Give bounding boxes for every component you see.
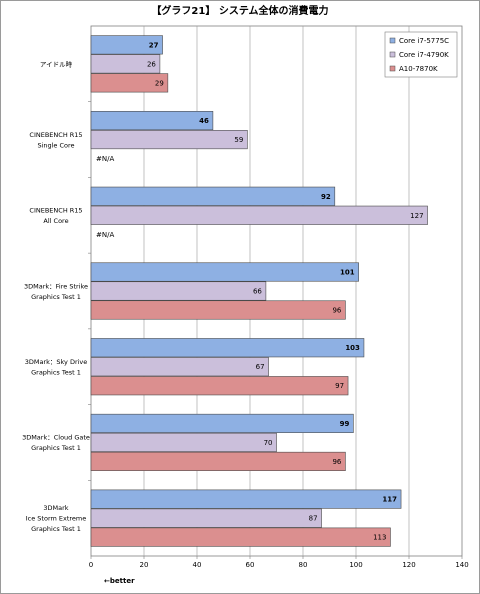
legend-label: A10-7870K <box>399 65 438 73</box>
x-tick-label: 140 <box>455 561 468 569</box>
category-labels: アイドル時 CINEBENCH R15 Single Core CINEBENCH R… <box>22 60 90 533</box>
data-label: 96 <box>332 307 341 315</box>
data-label: 113 <box>373 534 386 542</box>
data-label: 99 <box>340 420 350 428</box>
category-label: 3DMark：Cloud Gate <box>22 434 90 442</box>
data-label: 70 <box>264 439 273 447</box>
legend: Core i7-5775C Core i7-4790K A10-7870K <box>384 31 458 78</box>
bar <box>90 186 336 206</box>
x-tick-label: 0 <box>89 561 93 569</box>
data-label: 59 <box>234 136 243 144</box>
x-axis-ticks: 0 20 40 60 80 100 120 140 <box>89 556 469 569</box>
category-label: All Core <box>43 217 68 225</box>
bars: 27 26 29 46 59 #N/A 92 127 #N/A 101 66 96 103 67 97 99 7… <box>90 35 428 547</box>
legend-box <box>384 31 458 78</box>
bar <box>90 281 267 301</box>
bar <box>90 376 349 396</box>
category-label: Graphics Test 1 <box>31 444 81 452</box>
bar <box>90 489 402 509</box>
x-tick-label: 120 <box>402 561 415 569</box>
bar <box>90 508 322 528</box>
data-label: 46 <box>199 117 209 125</box>
category-label: 3DMark：Sky Drive <box>25 358 88 366</box>
category-label: Graphics Test 1 <box>31 525 81 533</box>
data-label: 96 <box>332 458 341 466</box>
data-label: 66 <box>253 288 262 296</box>
category-label: Graphics Test 1 <box>31 368 81 376</box>
category-label: アイドル時 <box>40 60 73 68</box>
chart-title: 【グラフ21】 システム全体の消費電力 <box>151 4 328 17</box>
category-label: Graphics Test 1 <box>31 293 81 301</box>
bar <box>90 54 161 74</box>
bar <box>90 262 359 282</box>
legend-swatch <box>389 37 396 44</box>
data-label: 67 <box>256 363 265 371</box>
data-label: 27 <box>149 41 159 49</box>
bar <box>90 527 391 547</box>
data-label: 127 <box>410 212 423 220</box>
x-tick-label: 60 <box>246 561 255 569</box>
missing-value-label: #N/A <box>96 155 114 163</box>
x-tick-label: 80 <box>299 561 308 569</box>
category-label: 3DMark <box>43 504 68 512</box>
data-label: 87 <box>309 515 318 523</box>
legend-label: Core i7-4790K <box>399 51 449 59</box>
data-label: 26 <box>147 60 156 68</box>
bar <box>90 205 428 225</box>
legend-label: Core i7-5775C <box>399 37 449 45</box>
missing-value-label: #N/A <box>96 231 114 239</box>
category-label: Single Core <box>37 141 74 149</box>
bar <box>90 451 346 471</box>
data-label: 117 <box>382 496 397 504</box>
data-label: 97 <box>335 382 344 390</box>
data-label: 101 <box>340 269 355 277</box>
legend-swatch <box>389 65 396 72</box>
legend-swatch <box>389 51 396 58</box>
data-label: 29 <box>155 79 164 87</box>
bar <box>90 73 169 93</box>
category-label: Ice Storm Extreme <box>26 515 87 523</box>
category-label: CINEBENCH R15 <box>29 207 82 215</box>
x-tick-label: 20 <box>140 561 149 569</box>
bar <box>90 111 214 131</box>
bar <box>90 300 346 320</box>
bar <box>90 432 277 452</box>
bar <box>90 130 248 150</box>
bar <box>90 35 163 55</box>
x-tick-label: 100 <box>349 561 362 569</box>
better-note: ←better <box>104 577 135 585</box>
bar <box>90 413 354 433</box>
data-label: 92 <box>321 193 331 201</box>
x-tick-label: 40 <box>193 561 202 569</box>
bar <box>90 357 269 377</box>
data-label: 103 <box>345 344 360 352</box>
category-label: CINEBENCH R15 <box>29 131 82 139</box>
bar <box>90 338 365 358</box>
category-label: 3DMark：Fire Strike <box>24 282 88 290</box>
